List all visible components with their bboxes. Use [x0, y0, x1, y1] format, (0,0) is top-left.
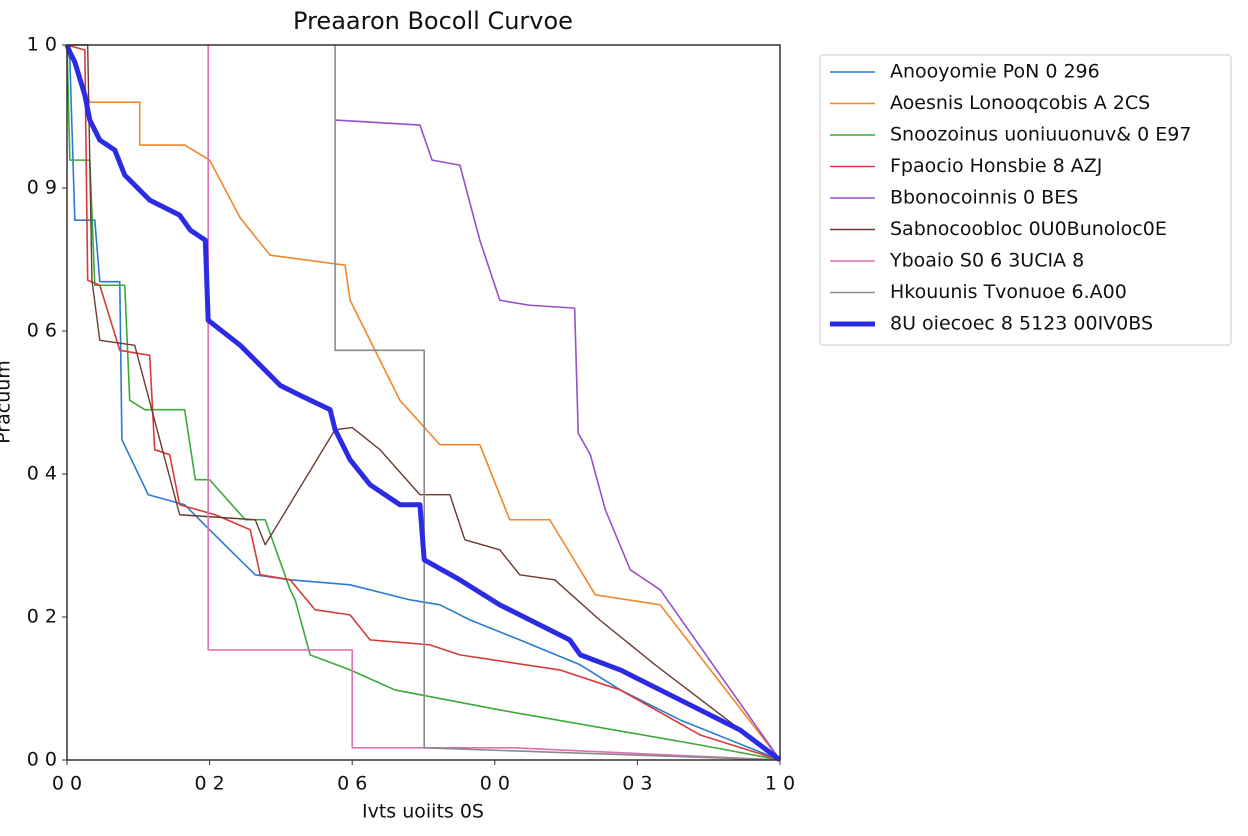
series-line: [207, 45, 781, 761]
y-tick-label: 1 0: [27, 34, 57, 56]
x-axis-label: Ivts uoiits 0S: [362, 801, 484, 823]
series-line: [66, 44, 781, 761]
legend-label: Fpaocio Honsbie 8 AZJ: [890, 155, 1102, 177]
legend-box: [819, 54, 1232, 346]
y-tick-label: 0 6: [27, 320, 57, 342]
y-tick-label: 0 4: [27, 463, 57, 485]
series-line: [334, 45, 781, 761]
legend: Anooyomie PoN 0 296 Aoesnis Lonooqcobis A…: [819, 54, 1232, 346]
series-line: [335, 119, 781, 761]
x-tick-label: 0 0: [480, 773, 510, 795]
legend-label: Snoozoinus uoniuuonuv& 0 E97: [890, 124, 1191, 146]
y-tick-label: 0 9: [27, 177, 57, 199]
legend-label: Sabnocoobloc 0U0Bunoloc0E: [890, 218, 1167, 240]
y-axis-label: Pracuum: [0, 360, 15, 444]
legend-label: Yboaio S0 6 3UCIA 8: [889, 250, 1084, 272]
x-tick-label: 1 0: [765, 773, 795, 795]
series-line: [66, 44, 781, 761]
x-tick-label: 0 0: [52, 773, 82, 795]
chart-title: Preaaron Bocoll Curvoe: [293, 7, 573, 35]
plot-frame: [66, 44, 781, 761]
series-line: [67, 44, 781, 761]
legend-label: Hkouunis Tvonuoe 6.A00: [890, 281, 1127, 303]
legend-label: Anooyomie PoN 0 296: [890, 61, 1100, 83]
x-tick-label: 0 2: [194, 773, 224, 795]
y-tick-label: 0 2: [27, 606, 57, 628]
series-line: [64, 44, 782, 762]
y-tick-label: 0 0: [27, 749, 57, 771]
plot-area: [62, 44, 782, 765]
legend-label: Bbonocoinnis 0 BES: [890, 187, 1078, 209]
x-tick-label: 0 3: [622, 773, 652, 795]
legend-label: Aoesnis Lonooqcobis A 2CS: [890, 92, 1150, 114]
series-line: [66, 44, 781, 761]
legend-label: 8U oiecoec 8 5123 00IV0BS: [890, 313, 1153, 335]
x-tick-label: 0 6: [337, 773, 367, 795]
